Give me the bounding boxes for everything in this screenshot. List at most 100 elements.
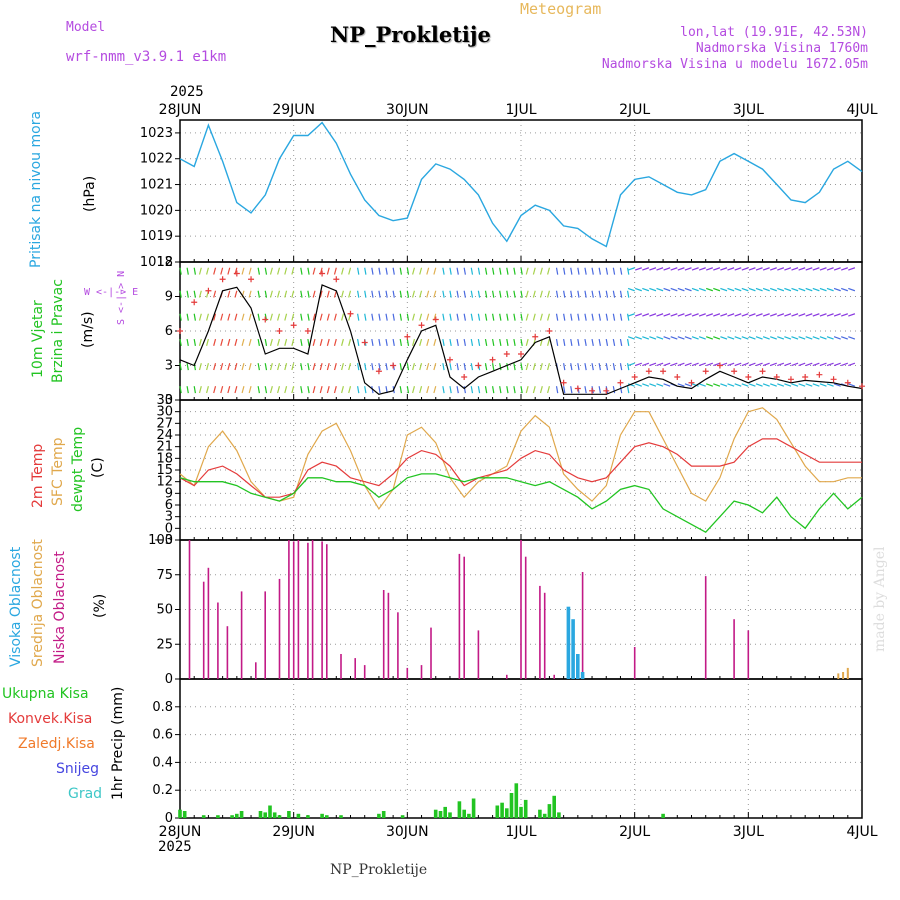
cloud-bar-low [430,627,432,679]
wind-gust-marker [859,383,865,390]
wind-arrow [326,386,330,394]
wind-arrow [634,287,642,292]
precip-bar [547,804,552,818]
wind-arrow [539,290,543,298]
cloud-bar-low [292,541,295,679]
wind-arrow [762,287,770,292]
wind-arrow [677,287,685,292]
model-label: Model [66,20,106,35]
y-tick-label: 9 [165,290,173,305]
wind-arrow [748,313,756,317]
y-tick-label: 21 [156,440,173,455]
wind-arrow [248,313,252,321]
wind-arrow [506,290,509,298]
model-name: wrf-nmm_v3.9.1 e1km [66,49,227,65]
day-label-bottom: 4JUL [846,824,877,840]
wind-arrow [269,338,273,346]
wind-arrow [741,287,749,292]
wind-gust-marker [191,299,198,306]
wind-arrow [357,267,360,275]
precip-bar [438,811,443,818]
cloud-bar-low [747,630,750,679]
wind-arrow [257,313,260,321]
wind-arrow [300,313,303,321]
wind-arrow [269,313,273,321]
wind-arrow [663,383,671,387]
wind-arrow [357,290,360,298]
wind-gust-marker [546,328,553,334]
precip-bar [268,805,272,818]
wind-arrow [532,363,536,371]
wind-arrow [591,386,594,394]
wind-arrow [264,290,268,298]
wind-arrow [341,386,344,394]
wind-arrow [392,290,395,298]
precip-bar [505,808,509,818]
wind-gust-marker [319,270,326,277]
cloud-bar-low [406,667,409,679]
wind-arrow [734,267,742,271]
wind-gust-marker [219,276,226,283]
wind-arrow [264,267,268,275]
precip-legend-hail: Grad [68,786,103,802]
wind-gust-marker [418,322,425,329]
wind-arrow [364,386,367,394]
wind-arrow [840,362,848,367]
wind-arrow [312,290,316,298]
wind-arrow [698,362,706,367]
wind-arrow [333,267,337,275]
wind-arrow [364,267,367,275]
wind-arrow [341,290,344,298]
wind-arrow [506,267,509,275]
wind-arrow [300,363,303,371]
wind-arrow [198,363,202,371]
wind-arrow [734,362,742,367]
wind-arrow [612,338,616,347]
wind-arrow [691,362,699,367]
cloud-bar-low [240,591,243,679]
wind-arrow [477,338,481,347]
wind-arrow [826,313,834,317]
precip-bar [467,813,471,818]
wind-arrow [626,313,630,321]
wind-arrow [193,386,196,394]
wind-arrow [525,338,529,346]
wind-arrow [499,338,502,347]
wind-arrow [705,313,714,317]
wind-arrow [642,336,650,340]
wind-arrow [833,362,841,367]
wind-gust-marker [617,379,624,386]
wind-gust-marker [702,368,709,375]
wind-arrow [412,313,416,321]
wind-arrow [525,363,529,371]
wind-arrow [307,267,310,275]
wind-gust-marker [276,328,283,334]
wind-arrow [463,363,466,371]
wind-arrow [241,338,245,346]
wind-arrow [291,267,295,275]
wind-arrow [532,290,536,298]
wind-arrow [213,267,217,275]
wind-arrow [798,362,806,367]
day-label-top: 4JUL [846,102,877,118]
precip-bar [400,815,405,818]
wind-arrow [399,267,402,275]
wind-arrow [513,363,516,371]
wind-arrow [456,363,459,371]
wind-arrow [364,363,367,371]
wind-gust-marker [574,385,581,392]
wind-arrow [392,338,395,347]
wind-arrow [433,363,437,371]
wind-arrow [812,383,820,387]
cloud-bar-mid [842,672,845,679]
subtitle: Meteogram [520,0,602,18]
wind-arrow [484,290,488,298]
precip-bar [457,801,462,818]
wind-arrow [812,267,820,271]
wind-gust-marker [248,276,255,283]
day-label-bottom: 3JUL [733,824,764,840]
wind-arrow [241,386,245,394]
wind-arrow [649,383,657,387]
wind-arrow [784,383,792,387]
wind-arrow [691,313,699,317]
